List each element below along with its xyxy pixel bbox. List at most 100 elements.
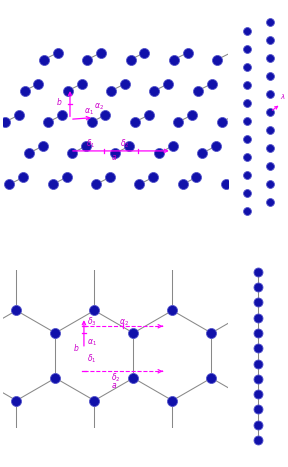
Point	[180, 181, 185, 188]
Point	[113, 149, 118, 157]
Point	[99, 49, 103, 57]
Point	[128, 56, 133, 64]
Text: $\delta_2$: $\delta_2$	[111, 371, 121, 384]
Point	[170, 397, 175, 404]
Point	[107, 174, 112, 181]
Point	[60, 111, 65, 119]
Point	[219, 118, 224, 126]
Point	[256, 314, 261, 321]
Point	[131, 374, 136, 382]
Point	[244, 28, 249, 35]
Point	[7, 181, 12, 188]
Point	[79, 80, 84, 87]
Point	[268, 126, 272, 134]
Point	[70, 149, 75, 157]
Point	[244, 153, 249, 161]
Point	[244, 64, 249, 71]
Point	[14, 397, 19, 404]
Point	[268, 180, 272, 188]
Point	[127, 142, 132, 150]
Point	[92, 397, 97, 404]
Point	[64, 174, 69, 181]
Point	[223, 181, 228, 188]
Point	[94, 181, 98, 188]
Text: $\delta_1$: $\delta_1$	[86, 137, 96, 149]
Point	[56, 49, 60, 57]
Point	[256, 283, 261, 291]
Text: $\delta_1$: $\delta_1$	[87, 353, 96, 365]
Point	[209, 374, 214, 382]
Point	[46, 118, 51, 126]
Point	[92, 307, 97, 314]
Point	[268, 198, 272, 205]
Text: $a$: $a$	[111, 382, 118, 390]
Text: $\alpha_1$: $\alpha_1$	[84, 106, 94, 117]
Point	[215, 56, 219, 64]
Point	[89, 118, 94, 126]
Point	[244, 45, 249, 53]
Point	[256, 329, 261, 337]
Point	[244, 189, 249, 197]
Point	[22, 87, 27, 94]
Point	[256, 421, 261, 428]
Point	[268, 54, 272, 62]
Text: $b$: $b$	[73, 342, 79, 353]
Text: $a$: $a$	[111, 153, 117, 162]
Point	[26, 149, 31, 157]
Text: $\delta_3$: $\delta_3$	[87, 315, 96, 328]
Text: $\alpha_2$: $\alpha_2$	[94, 102, 104, 113]
Point	[50, 181, 55, 188]
Point	[256, 268, 261, 276]
Point	[244, 117, 249, 125]
Point	[170, 142, 175, 150]
Point	[142, 49, 147, 57]
Point	[256, 345, 261, 352]
Point	[14, 307, 19, 314]
Point	[256, 436, 261, 444]
Point	[196, 87, 200, 94]
Point	[166, 80, 170, 87]
Point	[268, 90, 272, 98]
Text: $b$: $b$	[56, 96, 62, 106]
Point	[152, 87, 157, 94]
Point	[123, 80, 127, 87]
Point	[244, 81, 249, 89]
Point	[151, 174, 156, 181]
Point	[268, 144, 272, 152]
Point	[185, 49, 190, 57]
Point	[244, 135, 249, 142]
Point	[268, 72, 272, 80]
Point	[256, 360, 261, 367]
Text: $\lambda$: $\lambda$	[280, 92, 286, 101]
Point	[17, 111, 21, 119]
Point	[36, 80, 41, 87]
Point	[268, 18, 272, 26]
Point	[176, 118, 181, 126]
Point	[66, 87, 70, 94]
Point	[85, 56, 90, 64]
Point	[172, 56, 176, 64]
Point	[156, 149, 161, 157]
Point	[53, 374, 58, 382]
Point	[137, 181, 142, 188]
Point	[194, 174, 199, 181]
Point	[21, 174, 26, 181]
Point	[214, 142, 218, 150]
Point	[209, 329, 214, 337]
Point	[268, 162, 272, 170]
Point	[256, 375, 261, 382]
Point	[133, 118, 137, 126]
Point	[103, 111, 108, 119]
Point	[190, 111, 194, 119]
Point	[256, 299, 261, 306]
Text: $\delta_2$: $\delta_2$	[120, 137, 129, 149]
Point	[53, 329, 58, 337]
Point	[268, 108, 272, 116]
Point	[170, 307, 175, 314]
Text: $\alpha_1$: $\alpha_1$	[87, 337, 96, 348]
Point	[200, 149, 204, 157]
Point	[244, 171, 249, 178]
Point	[244, 99, 249, 106]
Point	[3, 118, 7, 126]
Point	[268, 36, 272, 44]
